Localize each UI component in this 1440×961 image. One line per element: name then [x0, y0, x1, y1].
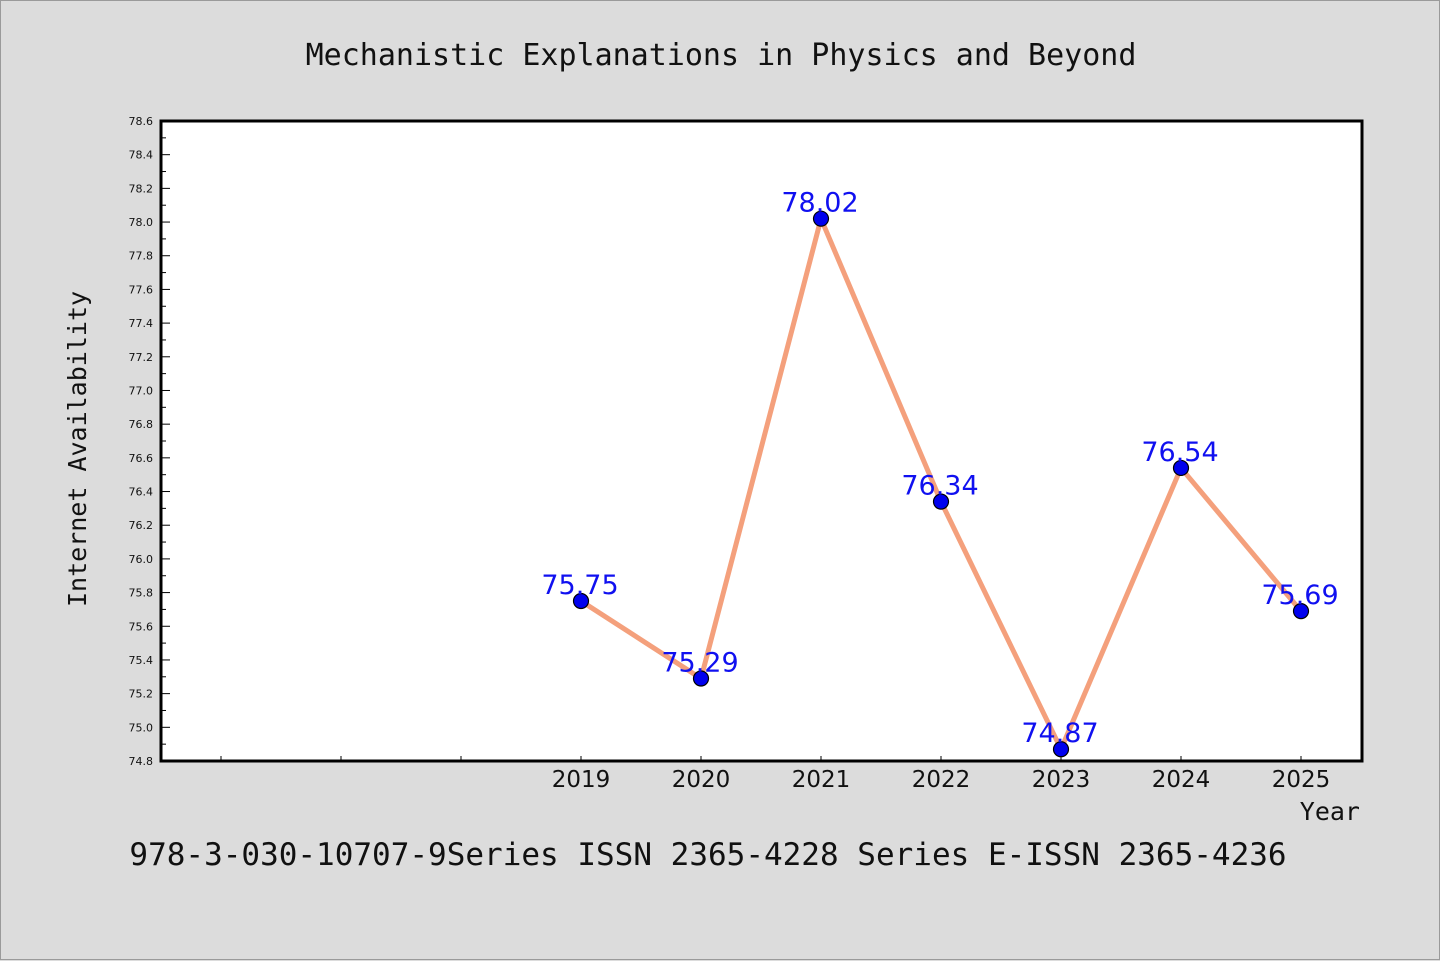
data-point	[1172, 459, 1190, 477]
y-tick-label: 78.6	[129, 115, 154, 128]
x-tick-label: 2021	[792, 767, 851, 793]
y-tick-label: 75.2	[129, 688, 154, 701]
y-tick-label: 75.6	[129, 620, 154, 633]
y-tick-label: 76.8	[129, 418, 154, 431]
y-tick-label: 77.6	[129, 283, 154, 296]
data-label: 74.87	[1021, 718, 1098, 749]
y-tick-label: 78.4	[129, 149, 154, 162]
data-labels: 75.75 75.29 78.02 76.34 74.87 76.54 75.69	[541, 188, 1338, 750]
y-axis: 74.8 75.0 75.2 75.4 75.6 75.8 76.0 76.2 76.4 76.6…	[129, 115, 170, 768]
data-point	[572, 592, 590, 610]
chart-title: Mechanistic Explanations in Physics and …	[306, 38, 1137, 73]
footer-isbn: 978-3-030-10707-9Series ISSN 2365-4228 S…	[129, 837, 1286, 873]
y-tick-label: 76.6	[129, 452, 154, 465]
y-tick-label: 78.2	[129, 182, 154, 195]
data-point	[692, 670, 710, 687]
y-tick-label: 78.0	[129, 216, 154, 229]
data-label: 75.69	[1261, 580, 1338, 611]
series-line	[572, 210, 1310, 758]
x-tick-label: 2020	[672, 767, 731, 793]
data-point	[1292, 603, 1310, 620]
data-label: 76.54	[1141, 437, 1218, 468]
x-tick-label: 2025	[1272, 767, 1331, 793]
x-axis: 2019 2020 2021 2022 2023 2024 2025	[220, 756, 1331, 793]
y-tick-label: 75.0	[129, 721, 154, 734]
y-tick-label: 77.0	[129, 384, 154, 397]
y-tick-label: 75.4	[129, 654, 154, 667]
data-point	[1052, 741, 1070, 758]
y-tick-label: 75.8	[129, 587, 154, 600]
data-label: 76.34	[901, 471, 978, 502]
x-tick-label: 2023	[1032, 767, 1091, 793]
x-axis-label: Year	[1300, 797, 1360, 826]
y-tick-label: 77.8	[129, 250, 154, 263]
y-tick-label: 77.2	[129, 351, 154, 364]
y-tick-label: 77.4	[129, 317, 154, 330]
y-tick-label: 76.4	[129, 486, 154, 499]
y-axis-label: Internet Availability	[63, 291, 92, 607]
data-label: 75.75	[541, 570, 618, 601]
data-point	[932, 493, 950, 510]
y-tick-label: 76.2	[129, 519, 154, 532]
data-label: 78.02	[781, 188, 858, 219]
x-tick-label: 2019	[552, 767, 611, 793]
y-tick-label: 74.8	[129, 755, 154, 768]
y-tick-label: 76.0	[129, 553, 154, 566]
x-tick-label: 2024	[1152, 767, 1211, 793]
x-tick-label: 2022	[912, 767, 971, 793]
data-label: 75.29	[661, 647, 738, 678]
data-point	[812, 210, 830, 227]
